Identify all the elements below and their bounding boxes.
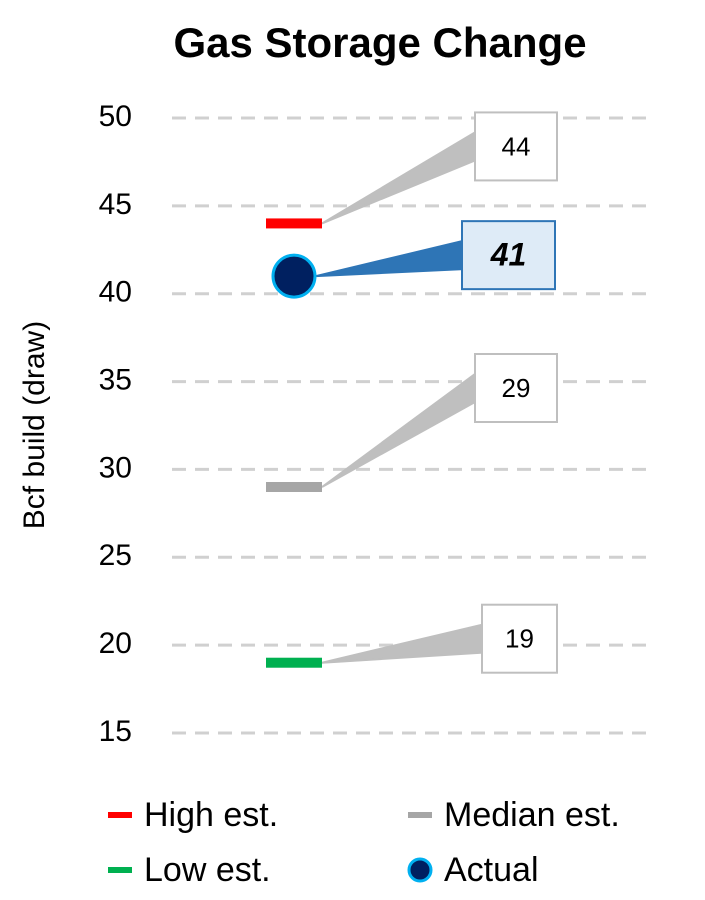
data-label: 19: [505, 624, 534, 654]
legend-marker: [407, 857, 433, 883]
legend-label: Median est.: [444, 796, 620, 834]
callout-box: [474, 353, 558, 423]
legend-marker: [108, 867, 132, 873]
y-tick-label: 30: [99, 451, 132, 484]
marker: [266, 482, 322, 492]
legend-label: High est.: [144, 796, 278, 834]
callout-pointer: [321, 130, 476, 225]
callout-box: [481, 603, 558, 674]
y-tick-label: 20: [99, 627, 132, 660]
legend-marker: [408, 812, 432, 818]
marker: [271, 253, 317, 299]
legend-label: Actual: [444, 851, 539, 889]
marker: [266, 657, 322, 668]
y-tick-label: 45: [99, 188, 132, 221]
y-tick-label: 50: [99, 100, 132, 133]
data-label: 29: [502, 373, 531, 403]
callout-box: [461, 220, 556, 291]
y-tick-label: 35: [99, 363, 132, 396]
callout-box: [474, 111, 558, 182]
data-label: 44: [502, 131, 531, 161]
callout-pointer: [315, 239, 463, 278]
marker: [266, 218, 322, 229]
legend-marker: [108, 812, 132, 818]
y-tick-label: 15: [99, 715, 132, 748]
y-tick-label: 40: [99, 276, 132, 309]
data-label: 41: [490, 237, 527, 273]
chart-title: Gas Storage Change: [173, 19, 586, 66]
legend-label: Low est.: [144, 851, 271, 889]
y-tick-label: 25: [99, 539, 132, 572]
y-axis-label: Bcf build (draw): [18, 321, 51, 529]
